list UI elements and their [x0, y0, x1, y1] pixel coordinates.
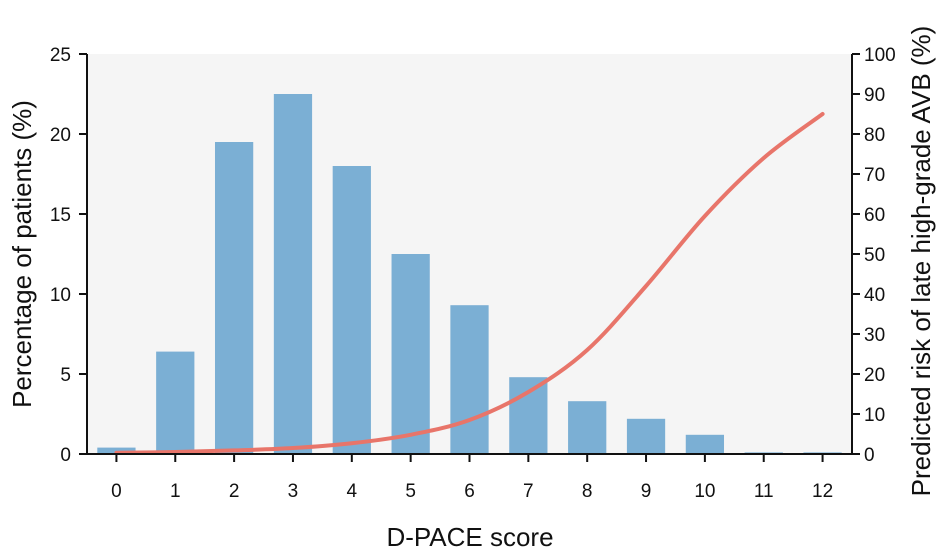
bar-2: [214, 142, 254, 454]
right-y-tick-label: 0: [864, 445, 875, 466]
right-y-ticks: 0 10 20 30 40 50 60 70 80 90 100: [852, 45, 896, 466]
right-y-tick-label: 80: [864, 125, 885, 146]
right-y-tick-label: 60: [864, 205, 885, 226]
left-y-tick-label: 5: [60, 365, 71, 386]
bar-3: [273, 94, 313, 454]
bar-10: [685, 434, 725, 454]
x-tick-label: 2: [229, 481, 240, 502]
risk-line: [114, 112, 825, 455]
x-axis-title: D-PACE score: [386, 522, 553, 552]
left-y-ticks: 0 5 10 15 20 25: [50, 45, 87, 466]
right-y-tick-label: 10: [864, 405, 885, 426]
left-y-tick-label: 25: [50, 45, 71, 66]
x-tick-label: 1: [170, 481, 181, 502]
bar-1: [156, 351, 195, 454]
left-y-tick-label: 0: [60, 445, 71, 466]
left-y-tick-label: 10: [50, 285, 71, 306]
left-y-tick-label: 15: [50, 205, 71, 226]
x-tick-label: 12: [812, 481, 833, 502]
right-y-tick-label: 20: [864, 365, 885, 386]
right-y-tick-label: 30: [864, 325, 885, 346]
right-y-tick-label: 90: [864, 85, 885, 106]
x-ticks: 0 1 2 3 4 5 6 7 8 9 10 11 12: [111, 454, 833, 502]
bar-4: [332, 166, 371, 454]
x-tick-label: 8: [582, 481, 593, 502]
right-y-axis-title: Predicted risk of late high-grade AVB (%…: [906, 26, 936, 497]
x-tick-label: 6: [464, 481, 475, 502]
bar-6: [450, 305, 489, 454]
bar-7: [509, 377, 548, 454]
bar-series: [97, 94, 842, 454]
bar-5: [391, 254, 430, 454]
x-tick-label: 0: [111, 481, 122, 502]
right-y-tick-label: 40: [864, 285, 885, 306]
x-tick-label: 7: [523, 481, 534, 502]
bar-8: [568, 401, 607, 454]
bar-9: [626, 418, 666, 454]
right-y-tick-label: 50: [864, 245, 885, 266]
x-tick-label: 5: [405, 481, 416, 502]
x-tick-label: 11: [754, 481, 774, 502]
left-y-tick-label: 20: [50, 125, 71, 146]
x-tick-label: 9: [641, 481, 652, 502]
x-tick-label: 10: [694, 481, 715, 502]
x-tick-label: 3: [288, 481, 299, 502]
left-y-axis-title: Percentage of patients (%): [7, 100, 37, 408]
x-tick-label: 4: [347, 481, 358, 502]
right-y-tick-label: 70: [864, 165, 885, 186]
right-y-tick-label: 100: [864, 45, 896, 66]
